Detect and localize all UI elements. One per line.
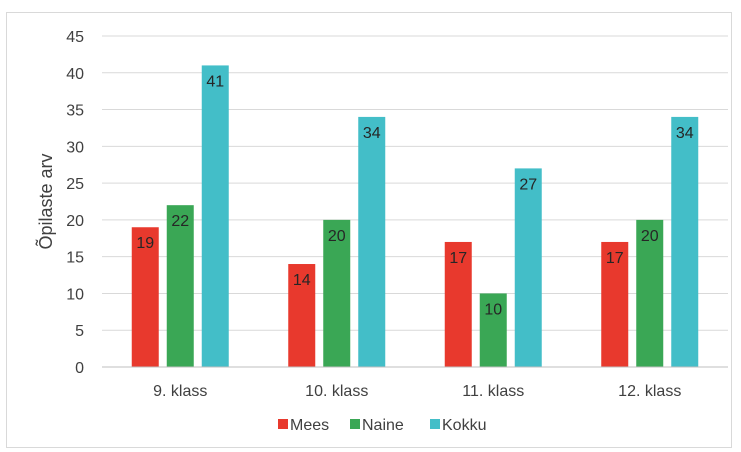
y-tick-label: 45	[66, 29, 84, 46]
bar-mees	[288, 264, 316, 367]
y-axis-tick-labels: 0 5 10 15 20 25 30 35 40 45	[66, 29, 84, 377]
y-axis-title: Õpilaste arv	[35, 153, 56, 249]
legend-swatch-naine	[350, 419, 360, 429]
legend-label: Kokku	[442, 417, 486, 434]
y-tick-label: 20	[66, 213, 84, 230]
data-labels: 19 22 41 14 20 34 17 10 27 17 20 34	[136, 73, 693, 318]
bar-naine	[166, 205, 194, 367]
x-category-label: 9. klass	[153, 383, 207, 400]
data-label: 19	[136, 235, 154, 252]
y-tick-label: 0	[75, 360, 84, 377]
y-tick-label: 40	[66, 66, 84, 83]
y-tick-label: 30	[66, 139, 84, 156]
bar-mees	[601, 241, 629, 367]
x-axis-category-labels: 9. klass 10. klass 11. klass 12. klass	[153, 383, 681, 400]
y-tick-label: 5	[75, 323, 84, 340]
data-label: 20	[641, 228, 659, 245]
data-label: 22	[171, 213, 189, 230]
bar-naine	[323, 219, 351, 367]
data-label: 10	[484, 301, 502, 318]
y-tick-label: 15	[66, 250, 84, 267]
legend-label: Mees	[290, 417, 329, 434]
legend: Mees Naine Kokku	[278, 417, 486, 434]
bar-mees	[444, 241, 472, 367]
gridlines	[102, 35, 728, 331]
data-label: 41	[206, 73, 224, 90]
data-label: 14	[293, 272, 311, 289]
y-tick-label: 10	[66, 286, 84, 303]
x-category-label: 10. klass	[305, 383, 368, 400]
bar-naine	[636, 219, 664, 367]
bar-kokku	[358, 116, 386, 368]
data-label: 34	[363, 125, 381, 142]
bar-kokku	[201, 65, 229, 367]
x-category-label: 12. klass	[618, 383, 681, 400]
y-tick-label: 25	[66, 176, 84, 193]
bar-series	[131, 65, 699, 368]
legend-swatch-kokku	[430, 419, 440, 429]
data-label: 20	[328, 228, 346, 245]
data-label: 17	[449, 250, 467, 267]
data-label: 27	[519, 176, 537, 193]
x-category-label: 11. klass	[462, 383, 524, 400]
y-tick-label: 35	[66, 103, 84, 120]
bar-mees	[131, 227, 159, 367]
data-label: 34	[676, 125, 694, 142]
bar-naine	[479, 293, 507, 367]
legend-swatch-mees	[278, 419, 288, 429]
chart-frame	[6, 12, 732, 448]
bar-kokku	[671, 116, 699, 368]
data-label: 17	[606, 250, 624, 267]
legend-label: Naine	[362, 417, 404, 434]
bar-kokku	[514, 168, 542, 367]
